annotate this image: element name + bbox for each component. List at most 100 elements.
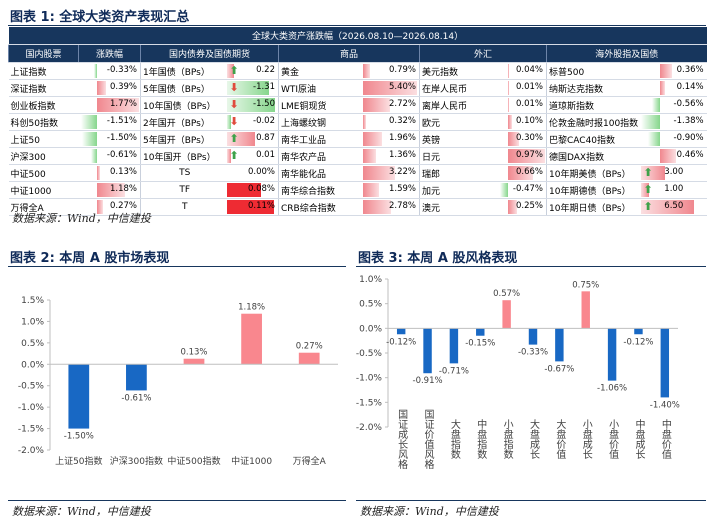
stocks-databar-3 — [81, 115, 97, 129]
overseas-name-1: 纳斯达克指数 — [546, 79, 641, 97]
commodities-value-3: 0.32% — [388, 116, 416, 126]
bonds-value-cell-0: ⬆ 0.22 — [226, 62, 279, 80]
category-label-4: 万得全A — [293, 455, 327, 467]
overseas-databar-8 — [640, 200, 695, 214]
y-tick-label: -0.5% — [18, 382, 45, 392]
y-tick-label: -2.0% — [18, 446, 45, 456]
table-row: 沪深300 -0.61% 10年国开（BPs） ⬆ 0.01 南华农产品 1.36% 日元 0.… — [8, 147, 707, 165]
table-banner: 全球大类资产涨跌幅（2026.08.10—2026.08.14） — [8, 27, 707, 45]
overseas-value-4: -0.90% — [673, 133, 704, 143]
stocks-value-2: 1.77% — [109, 99, 137, 109]
stocks-databar-6 — [96, 166, 101, 180]
overseas-value-0: 0.36% — [676, 65, 704, 75]
overseas-name-2: 道琼斯指数 — [546, 96, 641, 114]
overseas-value-cell-7: ⬆ 1.00 — [640, 181, 707, 199]
stocks-value-4: -1.50% — [106, 133, 137, 143]
fx-value-cell-3: 0.10% — [491, 113, 547, 131]
fx-value-cell-4: 0.30% — [491, 130, 547, 148]
fx-value-cell-1: 0.01% — [491, 79, 547, 97]
fx-value-cell-6: 0.66% — [491, 164, 547, 182]
fx-name-2: 离岸人民币 — [419, 96, 492, 114]
down-arrow-icon: ⬇ — [229, 115, 239, 128]
fx-value-1: 0.01% — [515, 82, 543, 92]
fx-databar-0 — [507, 64, 510, 78]
stocks-value-6: 0.13% — [109, 167, 137, 177]
commodities-databar-7 — [362, 183, 379, 197]
commodities-value-cell-8: 2.78% — [362, 198, 420, 216]
overseas-databar-4 — [647, 132, 661, 146]
stocks-value-3: -1.51% — [106, 116, 137, 126]
category-label-3: 中盘指数 — [475, 418, 487, 460]
data-label-3: 1.18% — [238, 303, 265, 313]
category-label-2: 大盘指数 — [448, 418, 460, 460]
stocks-value-cell-0: -0.33% — [78, 62, 141, 80]
bonds-name-7: TF — [140, 181, 227, 199]
fig3-title: 图表 3: 本周 A 股风格表现 — [358, 251, 518, 266]
fx-value-3: 0.10% — [515, 116, 543, 126]
fx-databar-6 — [507, 166, 534, 180]
stocks-databar-2 — [96, 98, 140, 112]
stocks-value-8: 0.27% — [109, 201, 137, 211]
overseas-value-3: -1.38% — [673, 116, 704, 126]
fx-name-8: 澳元 — [419, 198, 492, 216]
stocks-name-5: 沪深300 — [8, 147, 79, 165]
fx-databar-8 — [507, 200, 518, 214]
fx-value-5: 0.97% — [515, 150, 543, 160]
fx-name-0: 美元指数 — [419, 62, 492, 80]
header-overseas: 海外股指及国债 — [545, 44, 707, 63]
data-label-6: -0.67% — [544, 364, 574, 374]
data-label-1: -0.91% — [413, 376, 443, 386]
fig1-title: 图表 1: 全球大类资产表现汇总 — [10, 10, 190, 25]
category-label-5: 大盘成长 — [528, 418, 540, 459]
commodities-value-cell-2: 2.72% — [362, 96, 420, 114]
category-label-9: 中盘成长 — [633, 418, 645, 459]
table-row: 上证50 -1.50% 5年国开（BPs） ⬆ 0.87 南华工业品 1.96% 英镑 0.30… — [8, 130, 707, 148]
overseas-databar-1 — [660, 81, 665, 95]
commodities-value-cell-7: 1.59% — [362, 181, 420, 199]
bonds-value-cell-2: ⬇ -1.50 — [226, 96, 279, 114]
overseas-databar-7 — [640, 183, 649, 197]
bonds-databar-0 — [226, 64, 234, 78]
bar-1 — [126, 364, 147, 391]
stocks-value-cell-4: -1.50% — [78, 130, 141, 148]
commodities-value-cell-6: 3.22% — [362, 164, 420, 182]
commodities-databar-4 — [362, 132, 383, 146]
fx-value-2: 0.01% — [515, 99, 543, 109]
header-commodities: 商品 — [278, 44, 420, 63]
overseas-value-cell-5: 0.46% — [640, 147, 707, 165]
commodities-value-cell-3: 0.32% — [362, 113, 420, 131]
category-label-10: 中盘价值 — [659, 418, 671, 460]
stocks-name-3: 科创50指数 — [8, 113, 79, 131]
commodities-databar-5 — [362, 149, 377, 163]
commodities-name-0: 黄金 — [278, 62, 363, 80]
overseas-name-6: 10年期美债（BPs） — [546, 164, 641, 182]
bar-10 — [660, 328, 670, 398]
fig3-title-rule — [356, 266, 706, 267]
stocks-name-8: 万得全A — [8, 198, 79, 216]
bonds-databar-7 — [226, 183, 261, 197]
overseas-databar-6 — [640, 166, 666, 180]
stocks-name-2: 创业板指数 — [8, 96, 79, 114]
commodities-name-1: WTI原油 — [278, 79, 363, 97]
up-arrow-icon: ⬆ — [643, 183, 653, 196]
fx-name-3: 欧元 — [419, 113, 492, 131]
stocks-value-cell-7: 1.18% — [78, 181, 141, 199]
bonds-value-8: 0.11% — [247, 201, 275, 211]
commodities-value-2: 2.72% — [388, 99, 416, 109]
y-tick-label: -1.0% — [356, 374, 382, 384]
table-row: 深证指数 0.39% 5年国债（BPs） ⬇ -1.31 WTI原油 5.40% 在岸人民币 0… — [8, 79, 707, 97]
fx-databar-4 — [507, 132, 520, 146]
bonds-value-cell-4: ⬆ 0.87 — [226, 130, 279, 148]
fig1-source: 数据来源：Wind，中信建投 — [12, 212, 151, 225]
y-tick-label: 1.5% — [21, 296, 44, 306]
stocks-name-7: 中证1000 — [8, 181, 79, 199]
bonds-value-7: 0.08% — [247, 184, 275, 194]
overseas-value-7: 1.00 — [664, 184, 684, 194]
up-arrow-icon: ⬆ — [229, 132, 239, 145]
bonds-value-2: -1.50 — [253, 99, 275, 109]
bonds-value-4: 0.87 — [256, 133, 275, 143]
bonds-name-0: 1年国债（BPs） — [140, 62, 227, 80]
asset-performance-table: 全球大类资产涨跌幅（2026.08.10—2026.08.14） 国内股票 涨跌… — [8, 27, 707, 216]
category-label-8: 小盘价值 — [607, 419, 619, 460]
data-label-1: -0.61% — [121, 393, 151, 403]
